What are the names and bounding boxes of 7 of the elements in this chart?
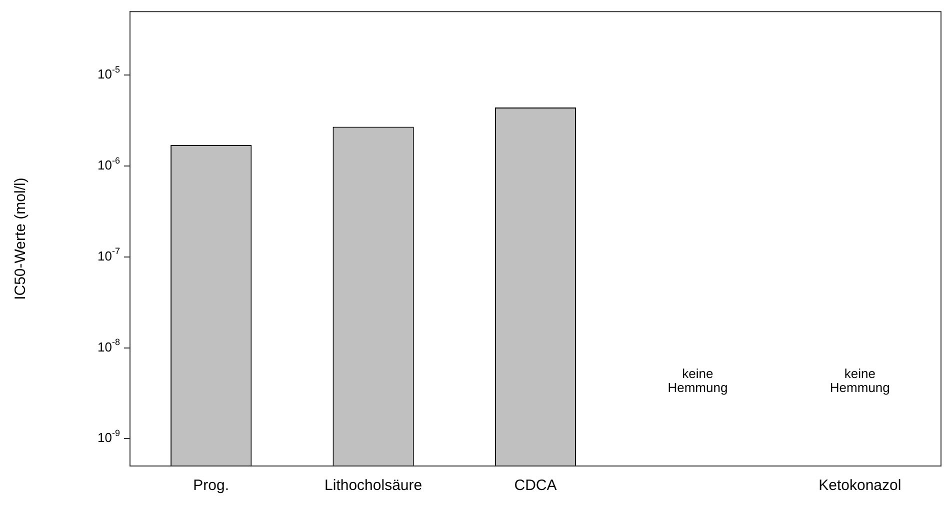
x-tick-label: Prog. — [193, 477, 230, 494]
x-tick-label: Lithocholsäure — [324, 477, 422, 494]
x-tick-label: Ketokonazol — [818, 477, 902, 494]
x-tick-label: CDCA — [514, 477, 557, 494]
text: keine Hemmung — [830, 366, 890, 396]
y-axis-title: IC50-Werte (mol/l) — [12, 178, 30, 300]
text: keine Hemmung — [668, 366, 728, 396]
